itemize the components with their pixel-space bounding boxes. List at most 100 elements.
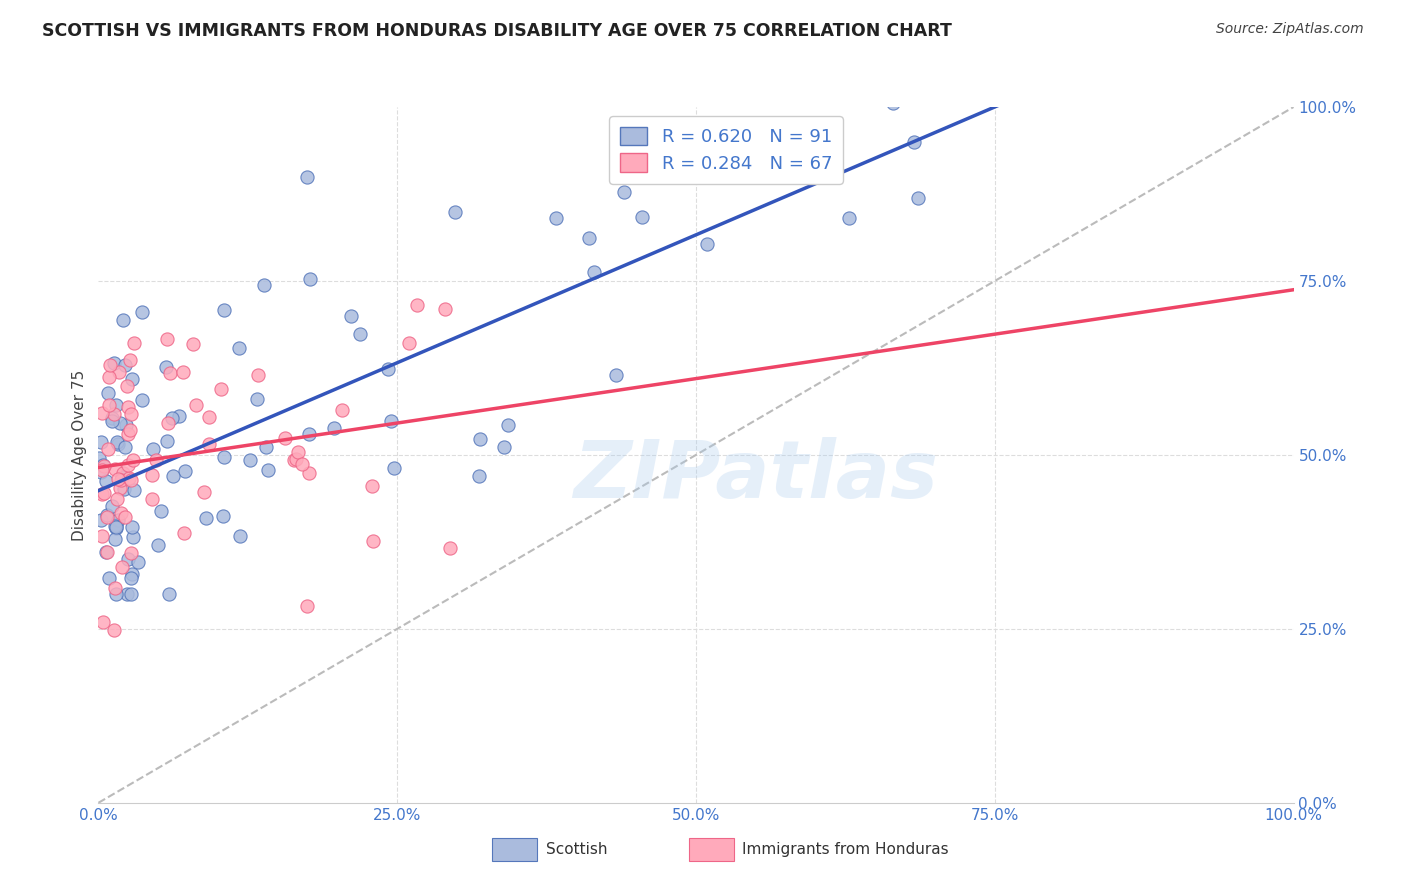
Point [131, 305, 153, 319]
Point [111, 312, 134, 326]
Point [118, 471, 141, 485]
Point [122, 453, 145, 467]
Point [492, 441, 515, 455]
Point [101, 410, 124, 425]
Point [90, 434, 112, 449]
Point [174, 464, 197, 478]
Point [141, 468, 163, 483]
Point [630, 211, 652, 225]
Point [193, 484, 215, 499]
Point [228, 528, 250, 542]
Point [172, 365, 194, 379]
Point [91, 529, 114, 543]
Point [117, 426, 139, 441]
Point [212, 302, 235, 317]
Point [361, 534, 384, 549]
Point [103, 407, 125, 421]
Point [274, 431, 297, 445]
Point [117, 458, 139, 473]
Point [114, 509, 136, 524]
Point [104, 462, 127, 476]
Point [380, 414, 402, 428]
Point [382, 461, 405, 475]
Point [297, 599, 319, 613]
Point [907, 191, 929, 205]
Point [291, 457, 314, 471]
Point [257, 463, 280, 477]
Point [120, 473, 142, 487]
Point [360, 479, 382, 493]
Point [108, 416, 131, 430]
Point [142, 442, 165, 456]
Point [94, 475, 117, 489]
Point [112, 482, 135, 496]
Point [613, 185, 636, 199]
Point [173, 526, 195, 541]
Point [110, 506, 132, 520]
Point [117, 400, 139, 414]
Point [117, 552, 139, 566]
Point [696, 237, 718, 252]
Point [155, 359, 177, 374]
Point [340, 309, 363, 323]
Point [439, 541, 461, 555]
Point [114, 440, 136, 454]
Point [90, 487, 112, 501]
Point [127, 555, 149, 569]
Point [546, 211, 568, 225]
Point [349, 327, 371, 342]
Point [882, 96, 904, 111]
Point [198, 436, 221, 450]
Point [148, 538, 170, 552]
Text: Source: ZipAtlas.com: Source: ZipAtlas.com [1216, 22, 1364, 37]
Point [903, 136, 925, 150]
Point [105, 519, 128, 533]
Point [295, 169, 318, 184]
Point [108, 481, 131, 495]
Point [160, 411, 183, 425]
Point [121, 520, 143, 534]
Point [159, 366, 181, 380]
Point [122, 530, 145, 544]
Point [157, 417, 180, 431]
Point [239, 452, 262, 467]
Point [198, 409, 221, 424]
Point [583, 265, 606, 279]
Point [285, 451, 308, 466]
Point [498, 417, 520, 432]
Point [115, 586, 138, 600]
Point [299, 272, 322, 286]
Point [181, 336, 204, 351]
Point [103, 623, 125, 637]
Point [186, 398, 208, 412]
Point [90, 513, 112, 527]
Point [578, 231, 600, 245]
Point [120, 587, 142, 601]
Point [121, 372, 143, 386]
Point [121, 566, 143, 581]
Point [98, 398, 121, 412]
Point [118, 423, 141, 437]
Point [89, 450, 111, 465]
Point [120, 407, 142, 421]
Point [283, 453, 305, 467]
Point [107, 436, 129, 450]
Point [96, 509, 118, 524]
Point [100, 414, 122, 428]
Point [253, 277, 276, 292]
Point [298, 426, 321, 441]
Legend: R = 0.620   N = 91, R = 0.284   N = 67: R = 0.620 N = 91, R = 0.284 N = 67 [609, 116, 844, 184]
Point [105, 517, 128, 532]
Point [287, 444, 309, 458]
Point [111, 469, 134, 483]
Point [97, 571, 120, 585]
Point [377, 362, 399, 376]
Point [398, 336, 420, 351]
Point [110, 473, 132, 487]
Point [156, 434, 179, 448]
Point [122, 483, 145, 497]
Point [104, 587, 127, 601]
Point [115, 379, 138, 393]
Point [107, 472, 129, 486]
Point [298, 467, 321, 481]
